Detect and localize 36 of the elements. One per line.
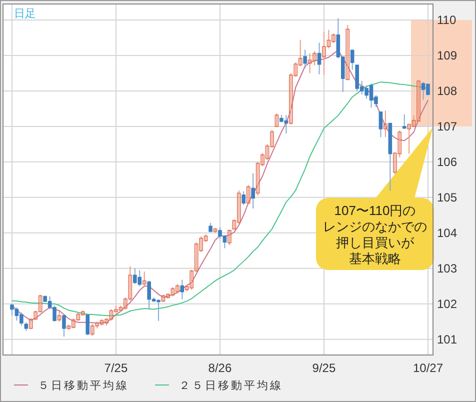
- y-tick-label: 107: [437, 119, 458, 134]
- y-tick-label: 108: [437, 84, 458, 98]
- candlestick: [350, 50, 354, 70]
- candlestick: [303, 49, 307, 69]
- y-tick-label: 101: [437, 332, 458, 346]
- y-tick-label: 102: [437, 296, 458, 311]
- candlestick: [228, 229, 232, 246]
- x-tick-label: 7/25: [104, 361, 128, 375]
- candlestick: [242, 190, 246, 206]
- callout: 107〜110円のレンジのなかでの押し目買いが基本戦略: [316, 127, 434, 270]
- y-tick-label: 109: [437, 48, 458, 62]
- y-tick-label: 105: [437, 190, 458, 204]
- candlestick: [180, 279, 184, 300]
- candlestick: [378, 111, 383, 138]
- candlestick: [402, 114, 406, 130]
- candlestick: [346, 24, 350, 81]
- candlestick: [317, 42, 322, 75]
- candlestick: [142, 271, 146, 286]
- candlestick: [62, 314, 66, 338]
- chart-title: 日足: [14, 8, 36, 20]
- legend-label: ２５日移動平均線: [179, 380, 283, 392]
- x-tick-label: 10/27: [412, 361, 444, 375]
- y-tick-label: 104: [437, 226, 458, 240]
- candlestick: [57, 310, 62, 322]
- legend-label: ５日移動平均線: [38, 380, 129, 392]
- y-tick-label: 110: [437, 12, 456, 27]
- candlestick: [251, 172, 255, 209]
- candlestick: [246, 184, 250, 206]
- y-tick-label: 106: [437, 154, 458, 169]
- x-tick-label: 8/26: [208, 361, 232, 375]
- x-tick-label: 9/25: [312, 361, 336, 375]
- annotation: 107〜110円のレンジのなかでの押し目買いが基本戦略: [323, 203, 427, 266]
- candlestick: [274, 112, 279, 128]
- candlestick: [86, 314, 90, 336]
- candlestick: [384, 110, 388, 138]
- y-tick-label: 103: [437, 261, 458, 276]
